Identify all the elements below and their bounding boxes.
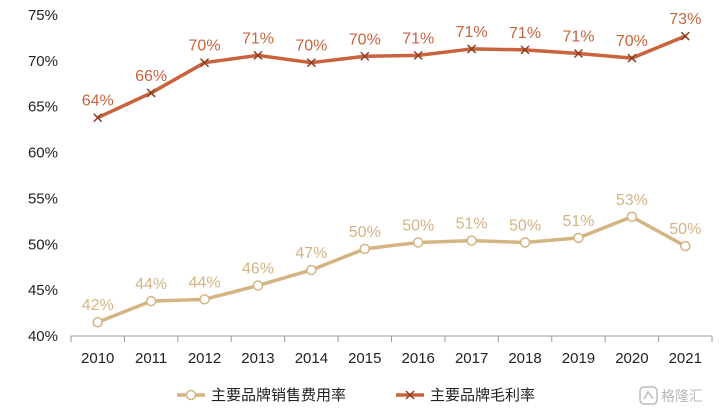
data-label: 71% bbox=[242, 30, 274, 47]
data-point bbox=[200, 58, 210, 68]
legend-item-1: 主要品牌销售费用率 bbox=[177, 387, 346, 404]
data-point bbox=[626, 211, 638, 223]
x-tick-label: 2016 bbox=[402, 350, 435, 367]
x-tick-label: 2010 bbox=[81, 350, 114, 367]
y-tick-label: 55% bbox=[28, 190, 58, 207]
data-point bbox=[306, 58, 316, 68]
data-point-stroke bbox=[93, 113, 103, 123]
data-point bbox=[199, 294, 210, 305]
data-point-stroke bbox=[360, 51, 370, 61]
x-tick-label: 2013 bbox=[241, 350, 274, 367]
legend-label: 主要品牌销售费用率 bbox=[211, 387, 346, 404]
data-label: 70% bbox=[189, 38, 221, 55]
data-point bbox=[520, 45, 530, 55]
x-tick-label: 2020 bbox=[615, 350, 648, 367]
data-point-stroke bbox=[467, 44, 477, 54]
y-tick-label: 75% bbox=[28, 7, 58, 24]
data-point-stroke bbox=[413, 50, 423, 60]
data-point bbox=[252, 280, 264, 291]
data-point bbox=[680, 240, 691, 252]
data-point-stroke bbox=[520, 45, 530, 55]
data-label: 51% bbox=[562, 213, 594, 230]
data-label: 70% bbox=[616, 33, 648, 50]
x-tick-label: 2017 bbox=[455, 350, 488, 367]
x-tick-label: 2012 bbox=[188, 350, 221, 367]
logo-icon bbox=[639, 386, 658, 405]
y-tick-label: 45% bbox=[28, 282, 58, 299]
data-label: 71% bbox=[402, 30, 434, 47]
data-point bbox=[306, 264, 317, 276]
data-point bbox=[573, 48, 583, 59]
legend-label: 主要品牌毛利率 bbox=[430, 387, 535, 404]
data-label: 64% bbox=[82, 93, 114, 110]
legend-item-2: 主要品牌毛利率 bbox=[396, 387, 535, 404]
data-point bbox=[145, 295, 157, 307]
x-tick-label: 2015 bbox=[348, 350, 381, 367]
data-labels: 42% 44% 44% 46% 47% 50% 50% 51% 50% 51% 53% 50% 64% 6… bbox=[82, 11, 702, 314]
axes: 2010 2011 2012 2013 2014 2015 2016 2017 2018 2019… bbox=[28, 7, 713, 367]
y-tick-label: 70% bbox=[28, 53, 58, 70]
legend: 主要品牌销售费用率 主要品牌毛利率 bbox=[177, 387, 535, 404]
data-point bbox=[519, 237, 531, 248]
data-point bbox=[680, 31, 690, 41]
data-point bbox=[359, 243, 371, 255]
data-label: 66% bbox=[135, 68, 167, 85]
data-point bbox=[627, 53, 637, 63]
y-tick-label: 50% bbox=[28, 236, 58, 253]
series-line-1 bbox=[97, 215, 687, 324]
legend-marker bbox=[405, 390, 415, 400]
data-label: 42% bbox=[82, 297, 114, 314]
data-label: 46% bbox=[242, 261, 274, 278]
data-point-stroke bbox=[680, 31, 690, 41]
data-point-stroke bbox=[573, 48, 583, 59]
data-label: 47% bbox=[295, 245, 327, 262]
data-label: 71% bbox=[509, 25, 541, 42]
data-point-stroke bbox=[253, 50, 263, 60]
data-point bbox=[92, 316, 103, 328]
watermark-text: 格隆汇 bbox=[661, 388, 703, 404]
data-point bbox=[253, 50, 263, 60]
data-label: 71% bbox=[456, 24, 488, 41]
legend-marker bbox=[185, 389, 197, 401]
x-tick-label: 2018 bbox=[508, 350, 541, 367]
data-point bbox=[146, 88, 156, 98]
data-point-stroke bbox=[627, 53, 637, 63]
data-label: 51% bbox=[456, 216, 488, 233]
data-point bbox=[413, 50, 423, 60]
watermark: 格隆汇 bbox=[639, 386, 703, 405]
data-point bbox=[360, 51, 370, 61]
data-label: 53% bbox=[616, 192, 648, 209]
data-label: 70% bbox=[349, 31, 381, 48]
data-label: 44% bbox=[189, 274, 221, 291]
data-label: 50% bbox=[402, 217, 434, 234]
data-point-stroke bbox=[146, 88, 156, 98]
data-label: 73% bbox=[669, 11, 701, 28]
data-point-stroke bbox=[306, 58, 316, 68]
x-tick-label: 2011 bbox=[135, 350, 167, 367]
data-label: 71% bbox=[562, 29, 594, 46]
data-point bbox=[412, 237, 424, 248]
y-tick-label: 65% bbox=[28, 99, 58, 116]
x-tick-label: 2021 bbox=[669, 350, 702, 367]
data-point bbox=[467, 44, 477, 54]
data-point-stroke bbox=[200, 58, 210, 68]
data-point bbox=[466, 235, 477, 246]
series-markers bbox=[92, 31, 691, 328]
data-label: 44% bbox=[135, 276, 167, 293]
data-point bbox=[93, 113, 103, 123]
series-line-2 bbox=[96, 34, 686, 120]
x-tick-label: 2019 bbox=[562, 350, 595, 367]
data-label: 50% bbox=[509, 217, 541, 234]
data-label: 50% bbox=[349, 224, 381, 241]
x-tick-label: 2014 bbox=[295, 350, 328, 367]
y-tick-label: 60% bbox=[28, 145, 58, 162]
series-lines bbox=[96, 34, 687, 324]
data-label: 70% bbox=[295, 38, 327, 55]
data-label: 50% bbox=[669, 221, 701, 238]
y-tick-label: 40% bbox=[28, 328, 58, 345]
data-point bbox=[573, 232, 584, 244]
